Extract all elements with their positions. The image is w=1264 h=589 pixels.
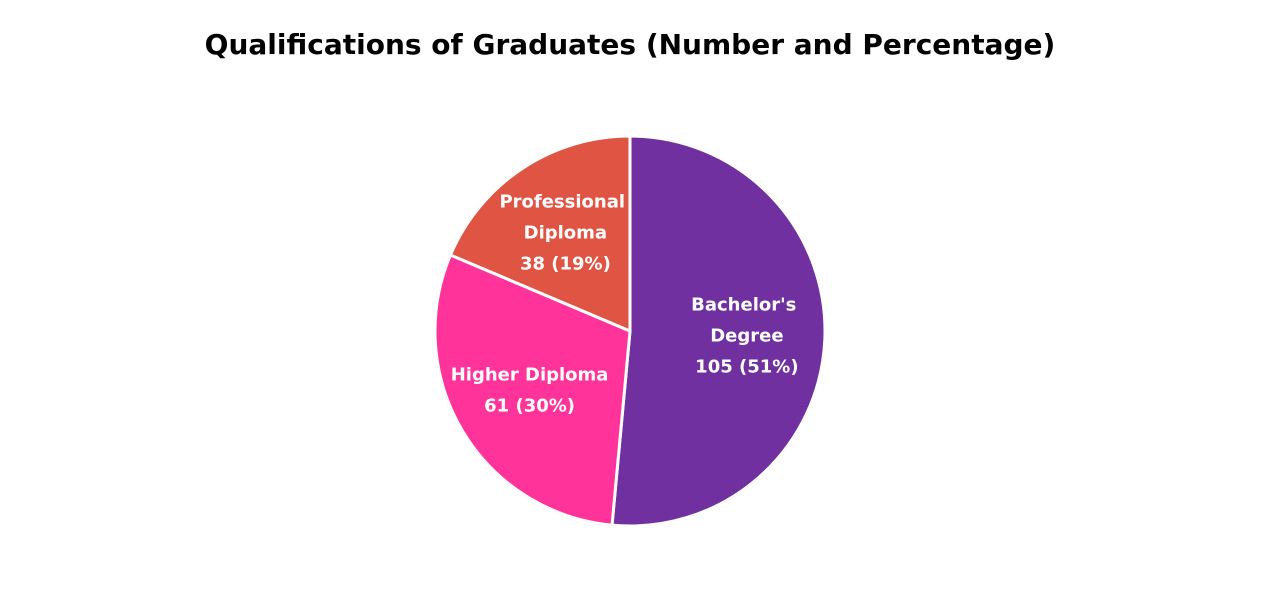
pie-slice — [433, 253, 632, 527]
slice-label: Bachelor's Degree — [691, 294, 802, 346]
value-label: 105 (51%) — [695, 356, 798, 377]
pie-slice — [610, 134, 827, 528]
value-label: 38 (19%) — [520, 253, 611, 274]
chart-title: Qualifications of Graduates (Number and … — [205, 28, 1056, 61]
value-label: 61 (30%) — [484, 396, 575, 417]
slice-label: Professional Diploma — [499, 191, 631, 243]
slice-label: Higher Diploma — [451, 365, 609, 386]
pie-slice — [448, 134, 632, 334]
